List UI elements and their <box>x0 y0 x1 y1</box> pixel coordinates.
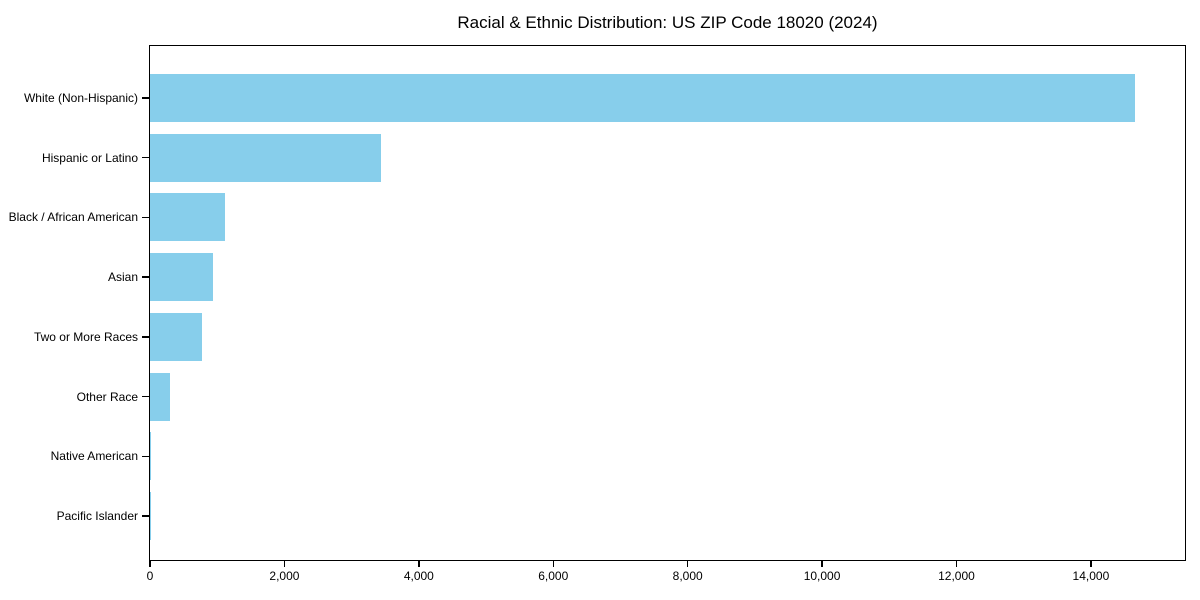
y-tick-label: Two or More Races <box>33 329 138 344</box>
x-tick-label: 12,000 <box>938 569 975 583</box>
x-tick-mark <box>552 560 554 567</box>
bar-two-or-more-races <box>150 312 203 361</box>
y-tick-mark <box>142 156 149 159</box>
bar-other-race <box>150 372 171 421</box>
x-tick-label: 0 <box>146 569 154 583</box>
x-tick-label: 2,000 <box>269 569 300 583</box>
x-tick-mark <box>1090 560 1092 567</box>
y-tick-mark <box>142 97 149 99</box>
x-tick-mark <box>821 560 823 567</box>
y-tick-label: White (Non-Hispanic) <box>23 90 138 105</box>
y-tick-mark <box>142 515 149 517</box>
x-tick-mark <box>686 560 689 567</box>
bar-asian <box>150 253 214 302</box>
x-tick-mark <box>149 560 151 567</box>
y-tick-label: Other Race <box>76 389 138 404</box>
y-tick-mark <box>142 216 149 219</box>
x-tick-label: 4,000 <box>403 569 434 583</box>
y-tick-label: Native American <box>50 449 138 464</box>
x-tick-label: 8,000 <box>672 569 703 583</box>
bar-white-non-hispanic <box>150 73 1135 122</box>
x-tick-mark <box>283 560 286 567</box>
bar-black-african-american <box>150 193 225 242</box>
x-tick-label: 14,000 <box>1072 569 1110 583</box>
bar-native-american <box>150 432 151 481</box>
x-tick-label: 10,000 <box>803 569 841 583</box>
y-tick-label: Asian <box>107 270 138 285</box>
y-tick-mark <box>142 276 149 278</box>
x-tick-mark <box>418 560 420 567</box>
y-tick-mark <box>142 336 149 338</box>
x-tick-mark <box>955 560 958 567</box>
chart-title: Racial & Ethnic Distribution: US ZIP Cod… <box>457 13 878 32</box>
y-tick-label: Black / African American <box>8 210 138 225</box>
y-tick-mark <box>142 395 149 398</box>
x-tick-label: 6,000 <box>538 569 569 583</box>
y-tick-label: Pacific Islander <box>56 509 138 524</box>
bar-hispanic-or-latino <box>150 133 381 182</box>
plot-area: White (Non-Hispanic) Hispanic or Latino Bl… <box>9 45 1186 583</box>
y-tick-mark <box>142 455 149 458</box>
y-tick-label: Hispanic or Latino <box>41 150 138 165</box>
